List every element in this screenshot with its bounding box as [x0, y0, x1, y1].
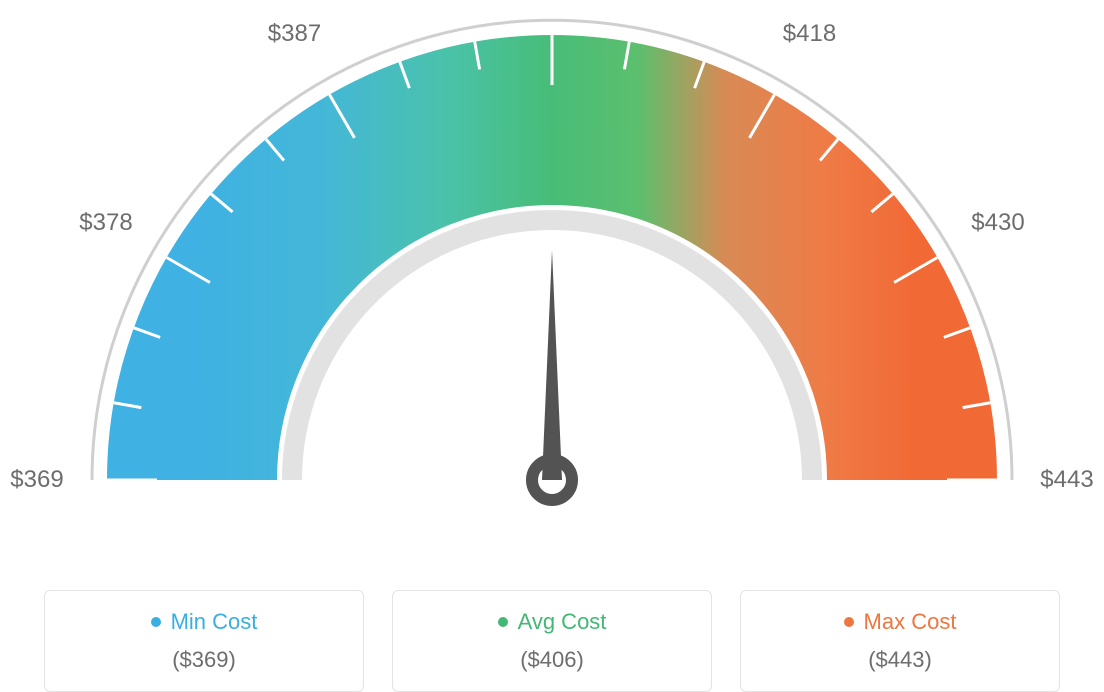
legend-value-min: ($369) — [55, 647, 353, 673]
legend-value-max: ($443) — [751, 647, 1049, 673]
gauge-tick-label: $430 — [971, 209, 1024, 237]
gauge-chart: $369$378$387$406$418$430$443 — [0, 0, 1104, 560]
legend: Min Cost ($369) Avg Cost ($406) Max Cost… — [0, 590, 1104, 692]
legend-card-min: Min Cost ($369) — [44, 590, 364, 692]
dot-icon — [498, 617, 508, 627]
legend-label: Min Cost — [171, 609, 258, 635]
dot-icon — [151, 617, 161, 627]
legend-card-max: Max Cost ($443) — [740, 590, 1060, 692]
gauge-tick-label: $387 — [268, 20, 321, 48]
legend-value-avg: ($406) — [403, 647, 701, 673]
legend-title-min: Min Cost — [151, 609, 258, 635]
gauge-tick-label: $369 — [10, 466, 63, 494]
gauge-tick-label: $378 — [79, 209, 132, 237]
legend-label: Max Cost — [864, 609, 957, 635]
dot-icon — [844, 617, 854, 627]
legend-title-avg: Avg Cost — [498, 609, 607, 635]
gauge-svg — [0, 0, 1104, 560]
gauge-tick-label: $443 — [1040, 466, 1093, 494]
gauge-tick-label: $418 — [783, 20, 836, 48]
legend-title-max: Max Cost — [844, 609, 957, 635]
legend-card-avg: Avg Cost ($406) — [392, 590, 712, 692]
legend-label: Avg Cost — [518, 609, 607, 635]
